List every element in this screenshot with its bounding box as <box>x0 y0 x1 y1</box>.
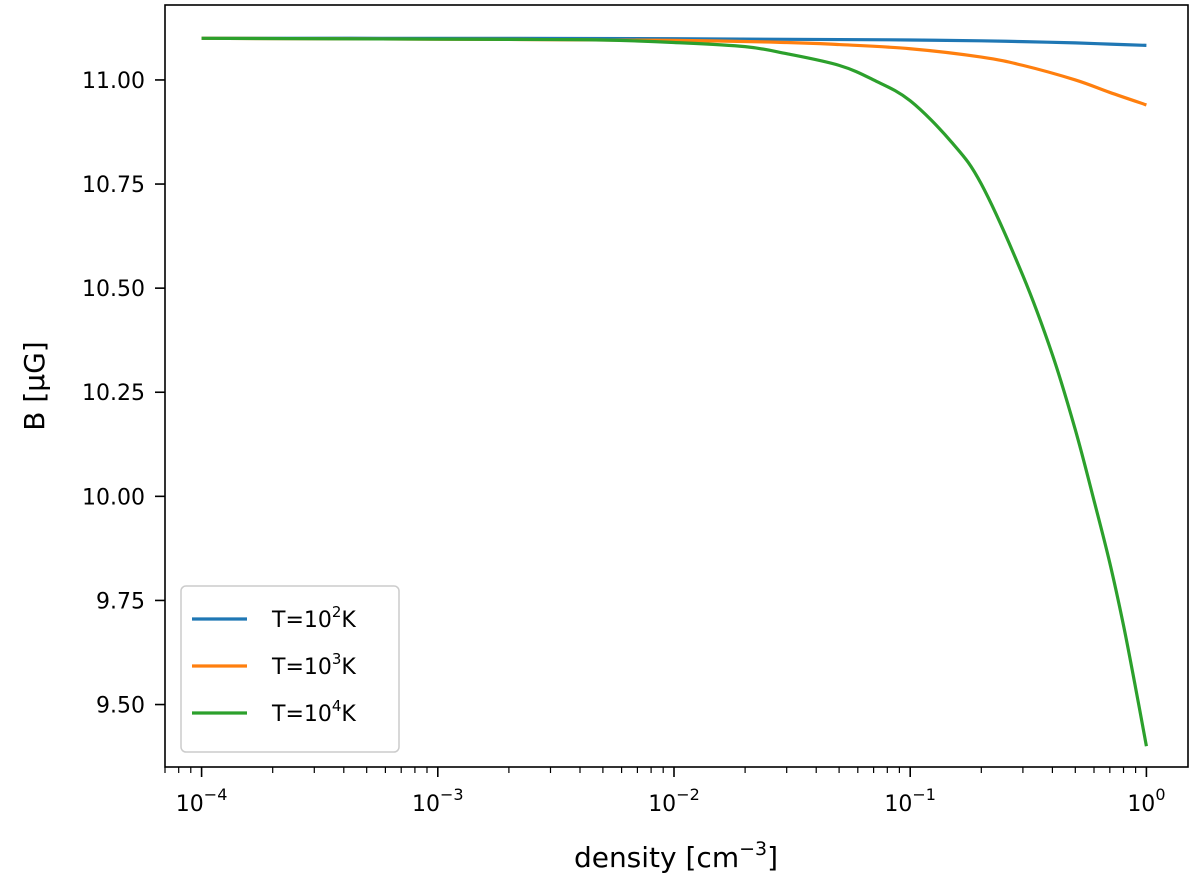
legend: T=102K T=103K T=104K <box>180 585 400 753</box>
x-tick-label: 10−2 <box>648 785 700 817</box>
series-line-3 <box>201 36 1148 747</box>
y-tick-label: 10.00 <box>82 485 145 510</box>
x-tick-label: 10−1 <box>884 785 936 817</box>
legend-label: T=104K <box>271 697 356 727</box>
x-axis-label-end: ] <box>767 841 778 874</box>
x-axis-label: density [cm−3] <box>574 838 778 874</box>
y-tick-label: 11.00 <box>82 69 145 94</box>
x-axis-ticks: 10−4 10−3 10−2 10−1 100 <box>164 767 1166 817</box>
plot-frame <box>164 4 1189 768</box>
y-tick-label: 10.25 <box>82 381 145 406</box>
y-axis-ticks: 11.00 10.75 10.50 10.25 10.00 9.75 9.50 <box>82 69 165 719</box>
legend-label: T=102K <box>271 603 356 633</box>
x-tick-label: 10−3 <box>412 785 464 817</box>
legend-items: T=102K T=103K T=104K <box>192 603 356 727</box>
y-tick-label: 10.75 <box>82 173 145 198</box>
x-axis-label-sup: −3 <box>739 838 767 860</box>
y-tick-label: 10.50 <box>82 277 145 302</box>
legend-box <box>180 585 400 753</box>
legend-label: T=103K <box>271 650 356 680</box>
x-axis-label-main: density [cm <box>574 841 739 874</box>
series-layer <box>201 36 1148 747</box>
y-axis-label: B [μG] <box>18 341 51 430</box>
x-tick-label: 100 <box>1127 785 1165 817</box>
y-tick-label: 9.75 <box>96 589 145 614</box>
y-tick-label: 9.50 <box>96 694 145 719</box>
x-tick-label: 10−4 <box>176 785 228 817</box>
